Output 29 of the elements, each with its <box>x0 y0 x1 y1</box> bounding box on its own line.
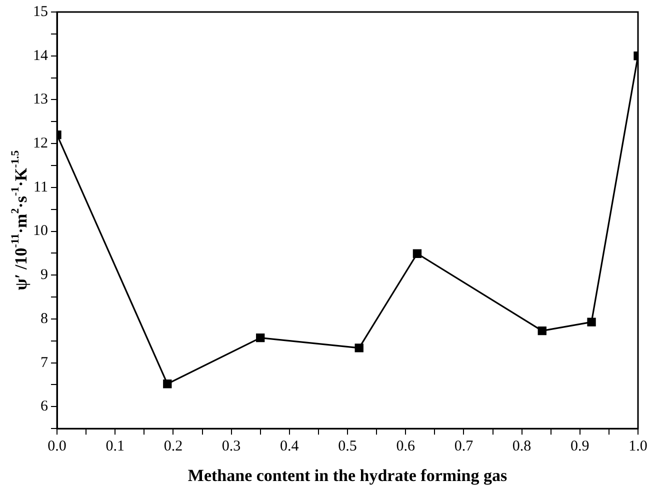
x-tick-label: 0.0 <box>48 438 66 455</box>
point <box>163 380 172 388</box>
y-tick-label: 6 <box>40 398 48 415</box>
x-tick-label: 0.2 <box>164 438 183 455</box>
y-tick-label: 14 <box>33 48 48 64</box>
x-tick-label: 0.1 <box>106 438 124 455</box>
x-tick-label: 0.3 <box>222 438 241 455</box>
y-tick-label: 15 <box>33 4 48 20</box>
point <box>256 333 265 342</box>
y-tick-label: 10 <box>33 223 48 240</box>
x-tick-label: 0.4 <box>280 438 300 455</box>
point <box>538 326 546 336</box>
y-tick-label: 13 <box>33 92 48 108</box>
point <box>412 249 422 258</box>
x-tick-label: 0.8 <box>512 438 532 455</box>
x-tick-label: 1.0 <box>628 438 648 455</box>
x-tick-label: 0.6 <box>396 438 416 455</box>
y-tick-label: 7 <box>40 354 48 371</box>
y-tick-label: 11 <box>34 179 48 196</box>
x-axis-title: Methane content in the hydrate forming gas <box>188 466 508 486</box>
x-tick-label: 0.7 <box>454 438 474 455</box>
y-tick-label: 9 <box>40 267 48 284</box>
point <box>587 318 596 326</box>
y-axis-title: ψ′ /10-11·m2·s-1·K-1.5 <box>9 150 30 290</box>
y-tick-label: 8 <box>40 310 48 327</box>
y-tick-label: 12 <box>33 135 48 152</box>
x-tick-label: 0.5 <box>338 438 357 455</box>
point <box>354 344 364 352</box>
x-tick-label: 0.9 <box>570 438 590 455</box>
